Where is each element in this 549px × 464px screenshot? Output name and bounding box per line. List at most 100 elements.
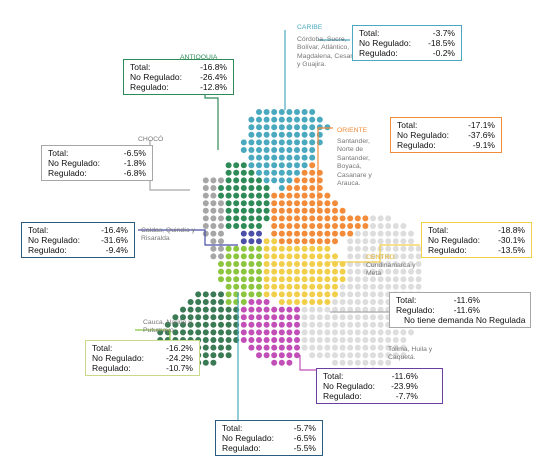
map-dot-amazonia <box>347 276 354 283</box>
map-dot-centro <box>324 276 331 283</box>
map-dot-amazonia <box>408 329 414 336</box>
map-dot-amazonia <box>392 245 399 252</box>
stats-box-choco: Total: -6.5% No Regulado: -1.8% Regulado: -… <box>41 145 153 181</box>
map-dot-oriente <box>324 223 331 229</box>
map-dot-caribe <box>294 162 300 169</box>
map-dot-centro <box>301 299 308 305</box>
map-dot-oriente <box>309 207 316 214</box>
map-dot-oriente <box>309 223 316 229</box>
map-dot-centro <box>271 261 278 267</box>
map-dot-antioquia <box>240 200 247 207</box>
map-dot-oriente <box>316 230 323 237</box>
map-dot-antioquia <box>233 223 240 229</box>
map-dot-centro <box>301 245 308 252</box>
regulado-label: Regulado: <box>397 140 436 150</box>
map-dot-amazonia <box>377 344 384 351</box>
map-dot-amazonia <box>354 359 361 366</box>
map-dot-antioquia <box>248 223 255 229</box>
map-dot-sur <box>210 337 217 343</box>
map-dot-sur <box>218 329 224 336</box>
no-regulado-label: No Regulado: <box>428 235 480 245</box>
map-dot-centro <box>278 283 285 290</box>
map-dot-amazonia <box>385 238 392 245</box>
map-dot-lime <box>240 245 247 252</box>
map-dot-amazonia <box>354 329 361 336</box>
map-dot-caribe <box>294 109 300 115</box>
map-dot-amazonia <box>332 306 338 313</box>
map-dot-oriente <box>271 215 278 222</box>
map-dot-caribe <box>286 139 293 146</box>
map-dot-sur <box>218 291 224 298</box>
map-dot-oriente <box>301 192 308 199</box>
map-dot-caribe <box>248 139 255 146</box>
regulado-value: -13.5% <box>498 245 525 255</box>
total-label: Total: <box>222 423 243 433</box>
leader-oriente <box>317 127 333 210</box>
map-dot-centro <box>271 276 278 283</box>
total-label: Total: <box>92 343 113 353</box>
leader-choco <box>149 140 190 191</box>
map-dot-oriente <box>271 230 278 237</box>
map-dot-oriente <box>286 223 293 229</box>
map-dot-amazonia <box>324 352 331 359</box>
map-dot-centro <box>263 268 270 275</box>
map-dot-centro <box>263 291 270 298</box>
map-dot-amazonia <box>324 306 331 313</box>
map-dot-centro <box>278 299 285 305</box>
map-dot-amazonia <box>400 223 407 229</box>
regulado-value: -9.4% <box>105 245 128 255</box>
map-dot-oriente <box>324 215 331 222</box>
map-dot-lime <box>225 283 232 290</box>
map-dot-oriente <box>309 238 316 245</box>
total-value: -11.6% <box>391 371 418 381</box>
map-dot-caribe <box>256 131 262 138</box>
map-dot-sur <box>210 314 217 321</box>
map-dot-choco <box>218 253 224 260</box>
map-dot-amazonia <box>370 276 376 283</box>
map-dot-caribe <box>294 169 300 176</box>
map-dot-antioquia <box>233 200 240 207</box>
map-dot-oriente <box>332 223 338 229</box>
map-dot-sur <box>218 299 224 305</box>
regulado-label: Regulado: <box>92 363 131 373</box>
map-dot-oriente <box>286 200 293 207</box>
map-dot-tolima <box>271 314 278 321</box>
map-dot-oriente <box>339 230 346 237</box>
map-dot-tolima <box>271 352 278 359</box>
total-label: Total: <box>428 225 449 235</box>
regulado-value: -9.1% <box>472 140 495 150</box>
map-dot-amazonia <box>347 238 354 245</box>
map-dot-antioquia <box>225 185 232 191</box>
map-dot-centro <box>286 268 293 275</box>
map-dot-centro <box>339 268 346 275</box>
map-dot-amazonia <box>408 245 414 252</box>
map-dot-amazonia <box>370 215 376 222</box>
map-dot-sur <box>172 321 179 328</box>
regulado-value: -11.6% <box>453 305 480 315</box>
map-dot-caribe <box>278 131 285 138</box>
map-dot-amazonia <box>324 329 331 336</box>
map-dot-amazonia <box>332 321 338 328</box>
map-dot-caribe <box>294 124 300 131</box>
map-dot-sur <box>225 329 232 336</box>
map-dot-caribe <box>263 131 270 138</box>
map-dot-amazonia <box>400 245 407 252</box>
map-dot-amazonia <box>316 352 323 359</box>
map-dot-oriente <box>309 192 316 199</box>
map-dot-caribe <box>256 109 262 115</box>
map-dot-centro <box>271 238 278 245</box>
map-dot-choco <box>202 192 209 199</box>
map-dot-tolima <box>240 337 247 343</box>
regulado-value: -6.8% <box>123 168 146 178</box>
map-dot-centro <box>324 291 331 298</box>
map-dot-tolima <box>263 344 270 351</box>
map-dot-amazonia <box>370 283 376 290</box>
map-dot-centro <box>286 283 293 290</box>
map-dot-oriente <box>339 223 346 229</box>
map-dot-centro <box>316 268 323 275</box>
map-dot-centro <box>301 283 308 290</box>
map-dot-amazonia <box>408 268 414 275</box>
map-dot-caribe <box>263 154 270 161</box>
map-dot-amazonia <box>309 344 316 351</box>
map-dot-amazonia <box>339 299 346 305</box>
